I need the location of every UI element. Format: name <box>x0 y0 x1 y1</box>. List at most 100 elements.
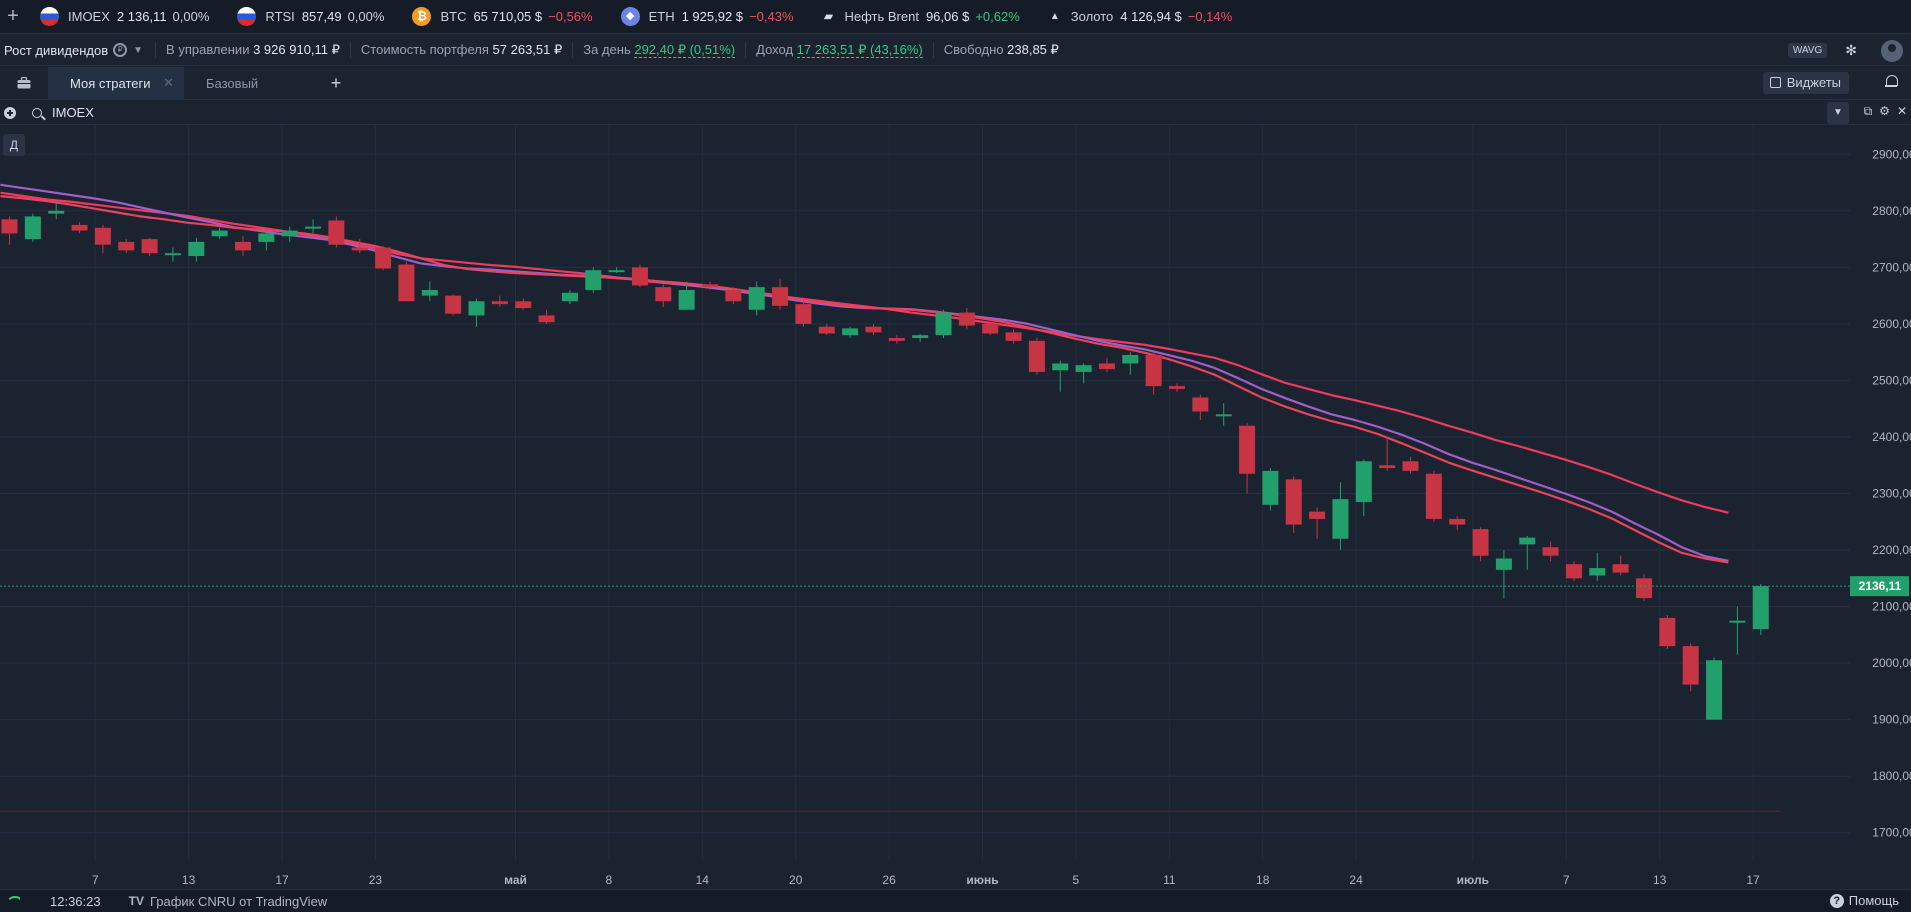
strategy-selector[interactable]: Рост дивидендов ₽ ▼ <box>0 43 143 58</box>
candle-body[interactable] <box>164 253 181 256</box>
candle-body[interactable] <box>1239 425 1256 474</box>
candle-body[interactable] <box>1379 465 1396 469</box>
search-icon[interactable] <box>32 107 42 118</box>
candle-body[interactable] <box>445 295 462 314</box>
ticker-item[interactable]: ▰ Нефть Brent 96,06 $ +0,62% <box>822 7 1020 26</box>
candle-body[interactable] <box>631 267 648 286</box>
candle-body[interactable] <box>1005 332 1022 341</box>
candle-body[interactable] <box>1309 511 1326 519</box>
candle-body[interactable] <box>258 233 275 242</box>
close-icon[interactable]: ✕ <box>163 75 174 90</box>
popout-icon[interactable]: ⧉ <box>1863 104 1873 118</box>
candle-body[interactable] <box>1075 365 1092 372</box>
candle-body[interactable] <box>305 226 322 229</box>
candle-body[interactable] <box>561 292 578 302</box>
candle-body[interactable] <box>398 264 415 302</box>
candle-body[interactable] <box>1122 354 1139 364</box>
candle-body[interactable] <box>1332 499 1349 539</box>
candle-body[interactable] <box>515 301 532 309</box>
candle-body[interactable] <box>1 219 18 234</box>
candle-body[interactable] <box>211 230 228 237</box>
candle-body[interactable] <box>71 224 88 231</box>
candle-body[interactable] <box>678 289 695 310</box>
candle-body[interactable] <box>351 247 368 251</box>
candle-body[interactable] <box>468 301 485 316</box>
candle-body[interactable] <box>1542 547 1559 556</box>
candle-body[interactable] <box>281 230 298 237</box>
candle-body[interactable] <box>1098 363 1115 370</box>
candle-body[interactable] <box>1425 473 1442 519</box>
candle-body[interactable] <box>1589 568 1606 576</box>
candle-body[interactable] <box>982 323 999 334</box>
ticker-item[interactable]: IMOEX 2 136,11 0,00% <box>40 7 209 26</box>
income-value[interactable]: 17 263,51 ₽ (43,16%) <box>796 42 923 58</box>
symbol-search-input[interactable]: IMOEX <box>52 105 94 120</box>
candle-body[interactable] <box>655 287 672 302</box>
briefcase-icon[interactable] <box>0 67 48 100</box>
candle-body[interactable] <box>702 284 718 288</box>
candle-body[interactable] <box>1612 564 1629 573</box>
candle-body[interactable] <box>1192 397 1209 412</box>
candle-body[interactable] <box>1495 558 1512 570</box>
candle-body[interactable] <box>1262 470 1279 505</box>
candle-body[interactable] <box>188 241 205 257</box>
snowflake-icon[interactable]: ✻ <box>1845 42 1857 58</box>
candle-body[interactable] <box>912 335 929 339</box>
day-value[interactable]: 292,40 ₽ (0,51%) <box>634 42 736 58</box>
tab-strategy[interactable]: Моя стратеги ✕ <box>48 66 184 100</box>
help-button[interactable]: ? Помощь <box>1829 893 1899 908</box>
candle-body[interactable] <box>935 312 952 336</box>
candle-body[interactable] <box>235 241 251 251</box>
candle-body[interactable] <box>491 301 508 305</box>
candle-body[interactable] <box>842 328 859 336</box>
candle-body[interactable] <box>1052 363 1069 371</box>
tab-basic[interactable]: Базовый <box>184 67 320 100</box>
ticker-item[interactable]: ◆ ETH 1 925,92 $ −0,43% <box>620 7 794 26</box>
candle-body[interactable] <box>48 210 65 214</box>
candle-body[interactable] <box>1169 386 1185 389</box>
candle-body[interactable] <box>748 287 765 310</box>
ticker-item[interactable]: ₿ BTC 65 710,05 $ −0,56% <box>412 7 593 26</box>
candle-body[interactable] <box>1449 518 1466 525</box>
candle-body[interactable] <box>141 239 158 254</box>
candle-body[interactable] <box>1285 479 1302 525</box>
candle-body[interactable] <box>725 289 742 302</box>
add-ticker-button[interactable]: + <box>7 5 19 27</box>
candle-body[interactable] <box>608 270 625 273</box>
wavg-badge[interactable]: WAVG <box>1787 43 1828 58</box>
avatar[interactable] <box>1881 39 1903 62</box>
candle-body[interactable] <box>1402 461 1419 471</box>
candle-body[interactable] <box>1706 660 1723 720</box>
candle-body[interactable] <box>958 312 975 326</box>
candle-body[interactable] <box>585 270 602 290</box>
candle-body[interactable] <box>1752 586 1769 630</box>
candle-body[interactable] <box>421 289 438 296</box>
candle-body[interactable] <box>1145 354 1162 387</box>
bell-icon[interactable] <box>1885 75 1898 89</box>
candle-body[interactable] <box>1472 529 1489 556</box>
candle-body[interactable] <box>94 227 111 245</box>
candle-body[interactable] <box>1682 646 1699 685</box>
candle-body[interactable] <box>118 241 135 251</box>
period-button[interactable]: Д <box>3 134 25 156</box>
candle-body[interactable] <box>1565 564 1582 579</box>
candle-body[interactable] <box>1355 461 1372 502</box>
candle-body[interactable] <box>24 216 41 240</box>
candlestick-chart[interactable]: 1700,00 1800,00 1900,00 2000,00 2100,00 2200,… <box>0 126 1911 889</box>
close-icon[interactable]: ✕ <box>1896 104 1907 118</box>
chevron-down-icon[interactable]: ▼ <box>1827 102 1849 124</box>
candle-body[interactable] <box>538 315 555 323</box>
candle-body[interactable] <box>1636 578 1652 599</box>
add-tab-button[interactable]: + <box>330 72 342 93</box>
widgets-button[interactable]: Виджеты <box>1762 72 1849 94</box>
candle-body[interactable] <box>1659 617 1676 647</box>
add-widget-icon[interactable] <box>4 106 16 119</box>
gear-icon[interactable]: ⚙ <box>1879 104 1890 118</box>
candle-body[interactable] <box>772 287 789 306</box>
candle-body[interactable] <box>1215 414 1232 417</box>
candle-body[interactable] <box>888 338 905 341</box>
tradingview-credit[interactable]: TV График CNRU от TradingView <box>129 894 328 909</box>
candle-body[interactable] <box>795 304 812 324</box>
candle-body[interactable] <box>818 326 835 334</box>
candle-body[interactable] <box>375 247 392 269</box>
